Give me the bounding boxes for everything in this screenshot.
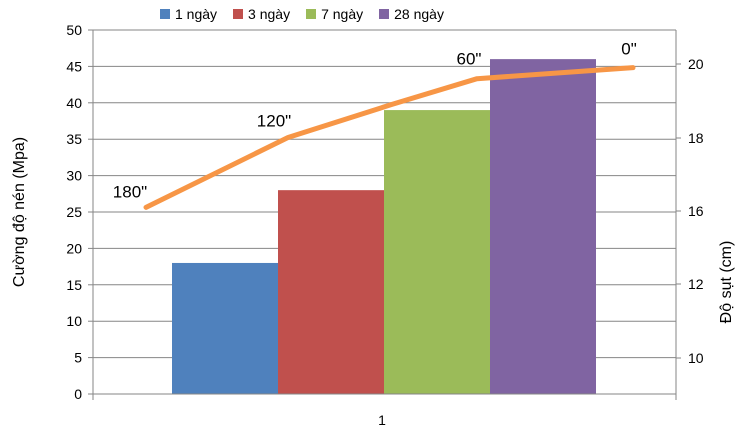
legend-swatch-1-ngay bbox=[160, 9, 170, 19]
bar-28-ngày bbox=[490, 59, 596, 395]
y-tick-label-30: 30 bbox=[66, 168, 82, 184]
legend-item-3-ngay: 3 ngày bbox=[233, 6, 290, 22]
legend-swatch-28-ngay bbox=[379, 9, 390, 19]
bar-1-ngày bbox=[172, 262, 278, 394]
legend-label-3-ngay: 3 ngày bbox=[248, 6, 291, 22]
legend-label-7-ngay: 7 ngày bbox=[321, 6, 364, 22]
legend-label-1-ngay: 1 ngày bbox=[175, 6, 218, 22]
y-tick-label-50: 50 bbox=[66, 22, 82, 38]
y-tick-label-10: 10 bbox=[66, 313, 82, 329]
legend-swatch-3-ngay bbox=[233, 9, 244, 19]
slump-label-0: 180" bbox=[113, 182, 147, 201]
y-tick-label-35: 35 bbox=[66, 131, 82, 147]
y2-tick-label-12: 12 bbox=[688, 276, 704, 292]
y2-axis-title: Độ sụt (cm) bbox=[718, 241, 735, 324]
axis-labels: 0 5 10 15 20 25 30 35 40 45 50 1 10 12 16 18 20 180" 120" 6… bbox=[11, 22, 735, 428]
bar-7-ngày bbox=[384, 110, 490, 394]
y-tick-label-15: 15 bbox=[66, 277, 82, 293]
y2-tick-label-16: 16 bbox=[688, 203, 704, 219]
bar-3-ngày bbox=[278, 190, 384, 394]
slump-label-1: 120" bbox=[257, 112, 291, 131]
bar-series bbox=[172, 59, 596, 395]
y2-tick-label-18: 18 bbox=[688, 130, 704, 146]
legend-item-28-ngay: 28 ngày bbox=[379, 6, 444, 22]
y-tick-label-25: 25 bbox=[66, 204, 82, 220]
y-tick-label-45: 45 bbox=[66, 58, 82, 74]
slump-label-4: 0" bbox=[621, 40, 637, 59]
y-tick-label-5: 5 bbox=[74, 350, 82, 366]
legend-item-1-ngay: 1 ngày bbox=[160, 6, 217, 22]
slump-line-series bbox=[143, 65, 636, 210]
y2-tick-label-10: 10 bbox=[688, 350, 704, 366]
legend-swatch-7-ngay bbox=[306, 9, 317, 19]
legend-item-7-ngay: 7 ngày bbox=[306, 6, 363, 22]
x-tick-label-1: 1 bbox=[378, 412, 386, 428]
y-axis-title: Cường độ nén (Mpa) bbox=[11, 137, 28, 287]
y-tick-label-0: 0 bbox=[74, 386, 82, 402]
y-tick-label-20: 20 bbox=[66, 240, 82, 256]
legend-label-28-ngay: 28 ngày bbox=[394, 6, 444, 22]
y-tick-label-40: 40 bbox=[66, 95, 82, 111]
axes bbox=[88, 29, 681, 400]
y2-tick-label-20: 20 bbox=[688, 56, 704, 72]
slump-label-3: 60" bbox=[457, 50, 482, 69]
chart-legend: 1 ngày 3 ngày 7 ngày 28 ngày bbox=[160, 5, 444, 23]
